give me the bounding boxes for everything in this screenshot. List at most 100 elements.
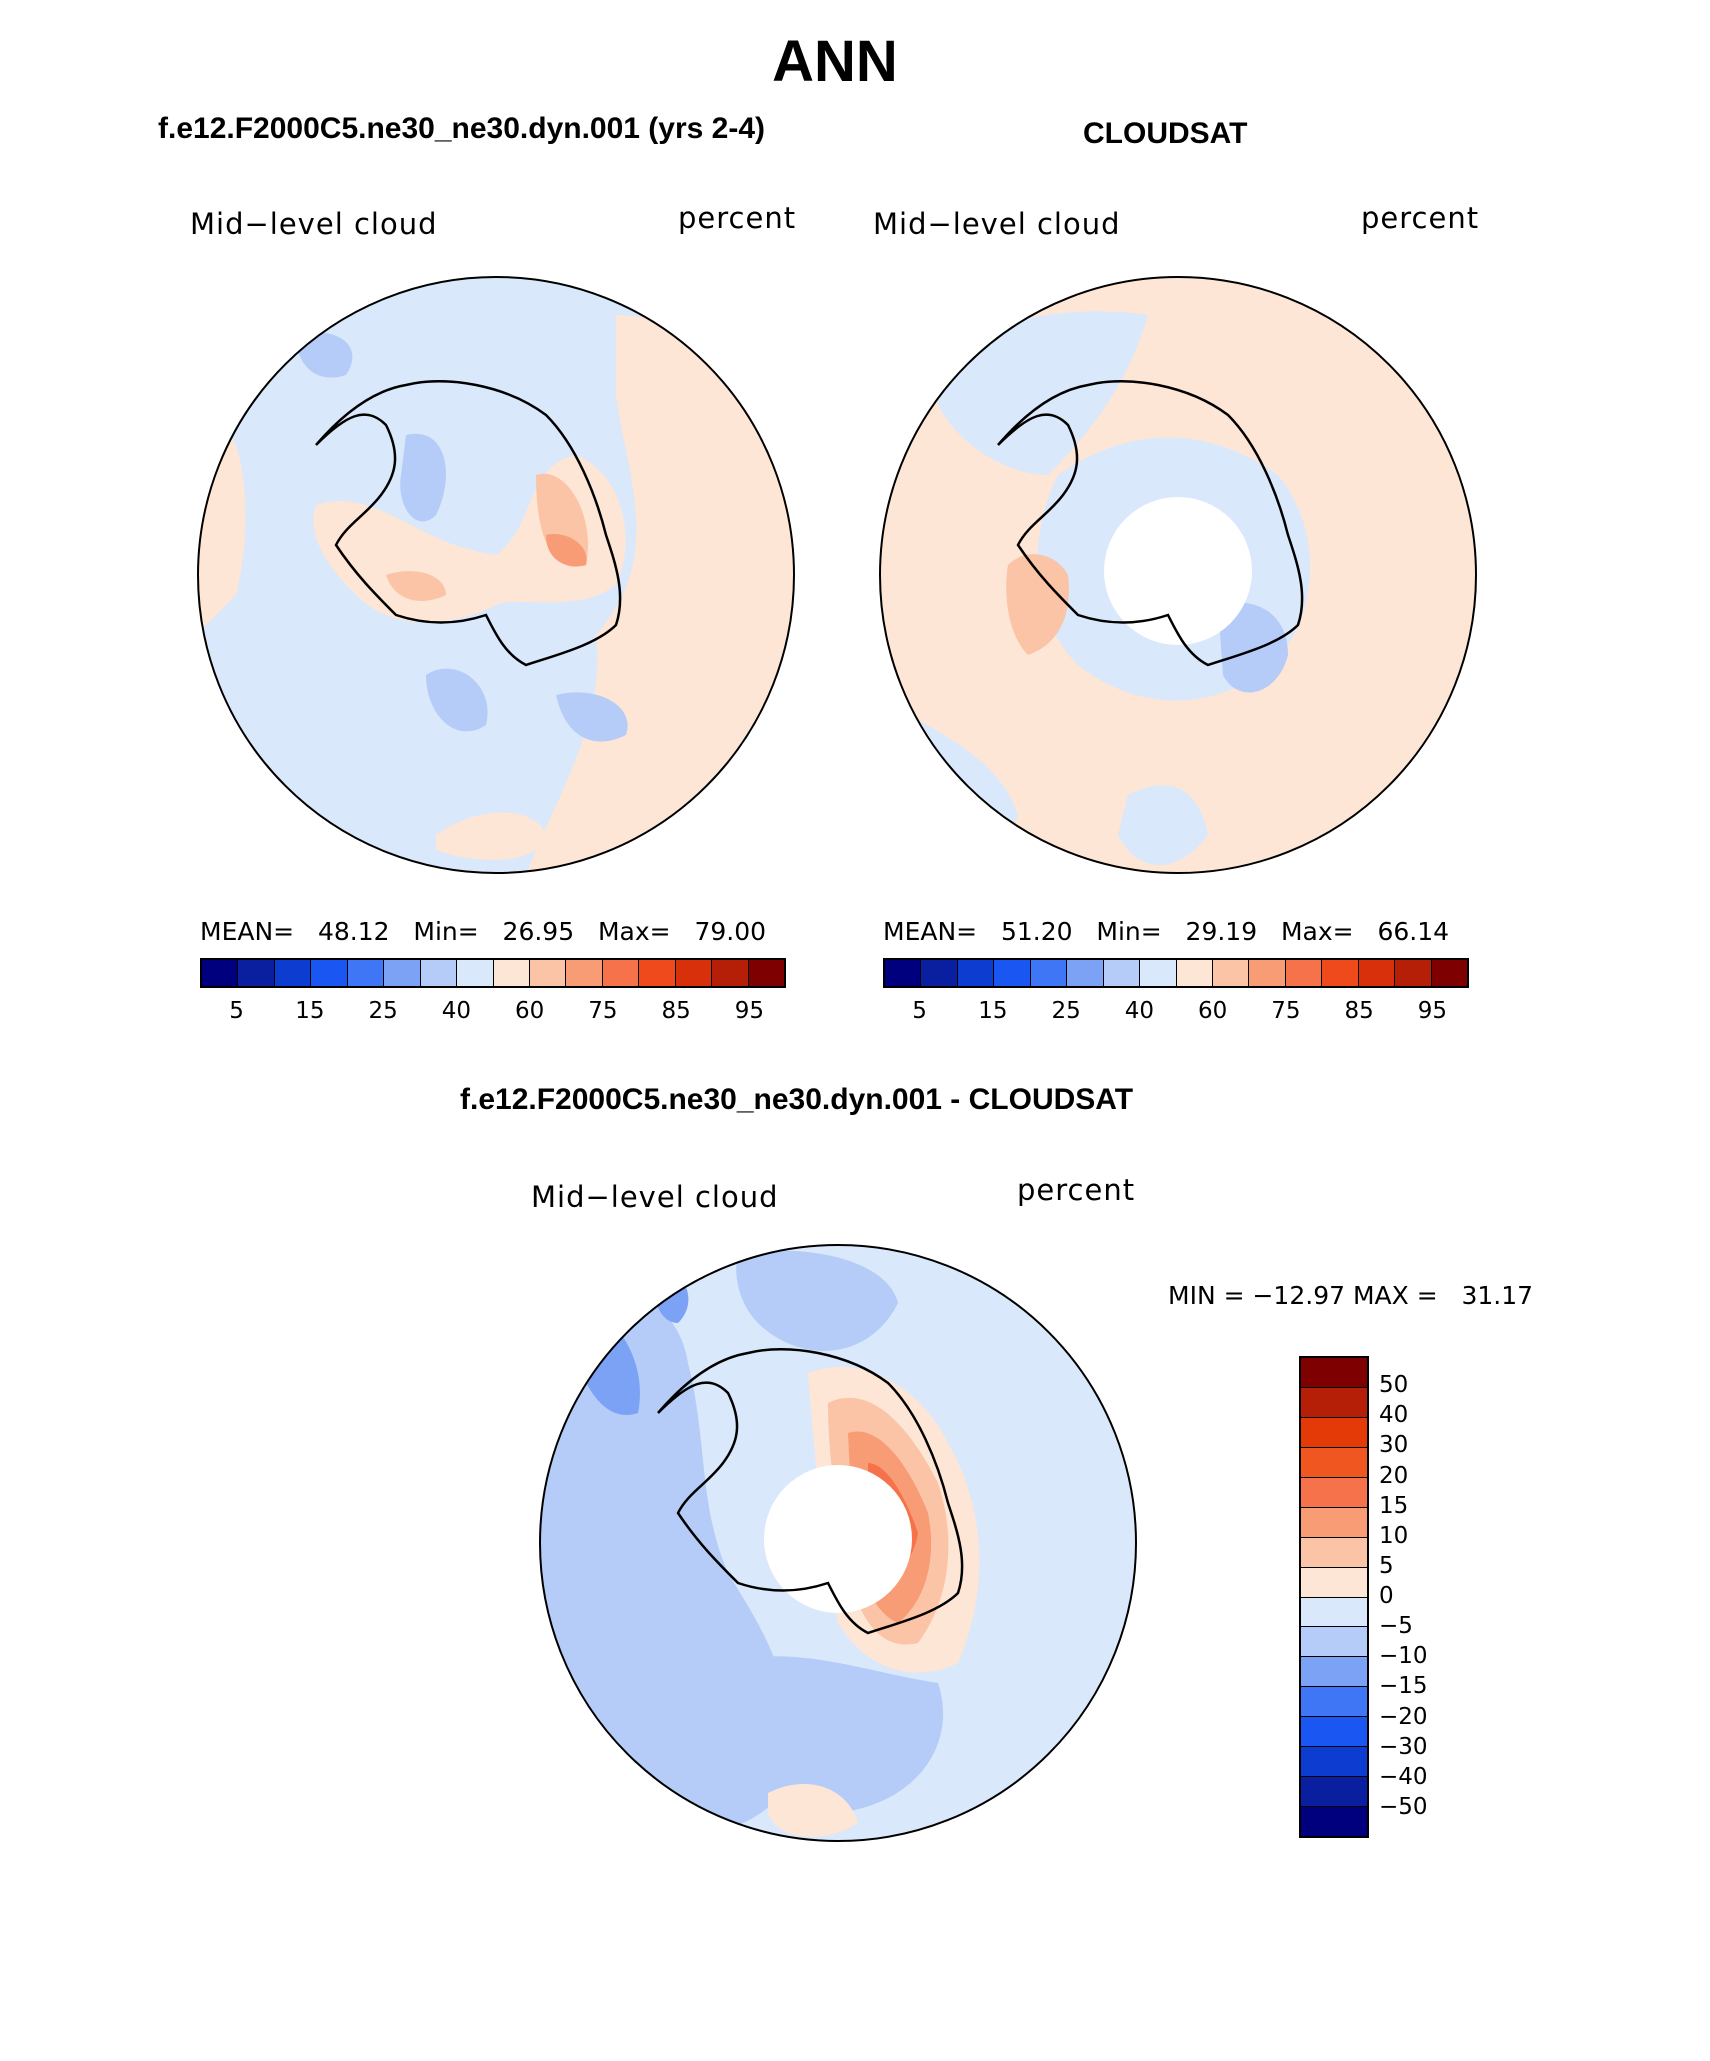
- obs-max-value: 66.14: [1377, 917, 1450, 946]
- colorbar-segment: [675, 960, 713, 986]
- colorbar-segment: [994, 960, 1031, 986]
- diff-min-max: MIN = −12.97 MAX = 31.17: [1168, 1281, 1534, 1310]
- colorbar-tick-label: 75: [1271, 998, 1301, 1024]
- colorbar-tick-label: 75: [588, 998, 618, 1024]
- colorbar-segment: [1301, 1657, 1367, 1688]
- colorbar-segment: [274, 960, 312, 986]
- model-max-label: Max=: [597, 917, 671, 946]
- colorbar-segment: [1301, 1717, 1367, 1748]
- obs-cool-region-south-2: [1118, 785, 1208, 865]
- colorbar-segment: [529, 960, 567, 986]
- obs-stats: MEAN= 51.20 Min= 29.19 Max= 66.14: [883, 917, 1449, 946]
- colorbar-tick-label: 25: [368, 998, 398, 1024]
- model-min-value: 26.95: [502, 917, 575, 946]
- model-warm-region-south: [436, 812, 546, 860]
- model-mean-value: 48.12: [317, 917, 390, 946]
- colorbar-segment: [493, 960, 530, 986]
- colorbar-tick-label: −20: [1379, 1703, 1428, 1730]
- model-mean-label: MEAN=: [200, 917, 295, 946]
- colorbar-segment: [311, 960, 348, 986]
- colorbar-segment: [957, 960, 995, 986]
- colorbar-tick-label: 15: [978, 998, 1008, 1024]
- model-cool-patch-b: [296, 332, 353, 378]
- model-panel-title: f.e12.F2000C5.ne30_ne30.dyn.001 (yrs 2-4…: [158, 112, 766, 145]
- colorbar-segment: [1301, 1597, 1367, 1628]
- obs-cool-core: [1218, 602, 1288, 693]
- colorbar-segment: [1431, 960, 1467, 986]
- colorbar-segment: [1301, 1537, 1367, 1568]
- colorbar-tick-label: −15: [1379, 1673, 1428, 1700]
- colorbar-segment: [238, 960, 275, 986]
- colorbar-tick-label: −50: [1379, 1793, 1428, 1820]
- colorbar-segment: [347, 960, 385, 986]
- colorbar-segment: [1301, 1747, 1367, 1778]
- colorbar-tick-label: 40: [441, 998, 472, 1024]
- diff-cool-region-north: [736, 1250, 898, 1351]
- colorbar-segment: [1140, 960, 1177, 986]
- obs-polar-map: [879, 276, 1477, 874]
- model-colorbar: [200, 958, 786, 988]
- model-warm-core-3: [546, 534, 587, 567]
- obs-mean-label: MEAN=: [883, 917, 978, 946]
- obs-max-label: Max=: [1280, 917, 1354, 946]
- colorbar-tick-label: −30: [1379, 1733, 1428, 1760]
- model-cool-patch-a: [400, 433, 446, 522]
- colorbar-segment: [1301, 1477, 1367, 1508]
- colorbar-segment: [885, 960, 922, 986]
- model-polar-map: [197, 276, 795, 874]
- colorbar-tick-label: 85: [661, 998, 691, 1024]
- colorbar-segment: [1103, 960, 1141, 986]
- colorbar-segment: [566, 960, 603, 986]
- diff-warm-south-patch: [768, 1784, 858, 1837]
- obs-units-label: percent: [1361, 201, 1480, 235]
- colorbar-segment: [748, 960, 784, 986]
- obs-missing-data-hole: [1104, 497, 1252, 645]
- colorbar-tick-label: 5: [229, 998, 244, 1024]
- model-cool-patch-c: [426, 668, 488, 732]
- main-title: ANN: [772, 29, 898, 94]
- colorbar-segment: [1301, 1507, 1367, 1538]
- colorbar-segment: [921, 960, 958, 986]
- colorbar-segment: [420, 960, 458, 986]
- colorbar-tick-label: −40: [1379, 1763, 1428, 1790]
- obs-variable-label: Mid−level cloud: [873, 207, 1121, 241]
- obs-mean-value: 51.20: [1000, 917, 1073, 946]
- obs-warm-core: [1006, 554, 1069, 655]
- colorbar-tick-label: 40: [1124, 998, 1155, 1024]
- colorbar-segment: [202, 960, 239, 986]
- colorbar-segment: [1301, 1358, 1367, 1388]
- colorbar-tick-label: 15: [295, 998, 325, 1024]
- obs-cool-region-north: [938, 311, 1148, 475]
- colorbar-segment: [1176, 960, 1213, 986]
- model-min-label: Min=: [413, 917, 479, 946]
- colorbar-segment: [1301, 1627, 1367, 1658]
- diff-cool-region-south: [718, 1656, 944, 1813]
- colorbar-tick-label: 60: [514, 998, 545, 1024]
- colorbar-segment: [1358, 960, 1396, 986]
- colorbar-segment: [1301, 1777, 1367, 1808]
- colorbar-tick-label: 40: [1379, 1402, 1409, 1429]
- colorbar-tick-label: 0: [1379, 1583, 1394, 1609]
- colorbar-segment: [457, 960, 494, 986]
- colorbar-segment: [1249, 960, 1286, 986]
- colorbar-segment: [712, 960, 749, 986]
- colorbar-segment: [384, 960, 421, 986]
- colorbar-tick-label: 10: [1379, 1522, 1409, 1549]
- obs-min-value: 29.19: [1185, 917, 1258, 946]
- colorbar-tick-label: −5: [1379, 1613, 1413, 1640]
- colorbar-tick-label: 60: [1197, 998, 1228, 1024]
- colorbar-segment: [1301, 1417, 1367, 1448]
- model-max-value: 79.00: [694, 917, 767, 946]
- colorbar-segment: [1212, 960, 1250, 986]
- obs-panel-title: CLOUDSAT: [1083, 117, 1248, 150]
- colorbar-segment: [1030, 960, 1068, 986]
- diff-variable-label: Mid−level cloud: [531, 1180, 779, 1214]
- colorbar-tick-label: 5: [912, 998, 927, 1024]
- diff-panel-title: f.e12.F2000C5.ne30_ne30.dyn.001 - CLOUDS…: [460, 1083, 1134, 1116]
- model-coastline: [315, 380, 622, 667]
- colorbar-tick-label: 15: [1379, 1492, 1409, 1519]
- colorbar-tick-label: 50: [1379, 1372, 1409, 1399]
- model-cool-patch-d: [556, 692, 628, 742]
- obs-coastline: [997, 380, 1304, 667]
- colorbar-segment: [1301, 1567, 1367, 1598]
